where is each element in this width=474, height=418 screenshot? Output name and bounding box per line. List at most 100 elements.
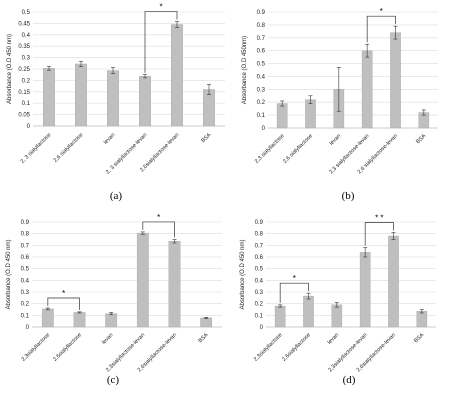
panel-label: (a) bbox=[110, 190, 123, 202]
y-tick-label: 0.35 bbox=[18, 44, 30, 50]
bar bbox=[274, 305, 286, 328]
significance-bracket bbox=[142, 221, 175, 238]
bar bbox=[203, 89, 215, 127]
y-tick-label: 0.2 bbox=[257, 100, 266, 106]
y-tick-label: 0.9 bbox=[257, 10, 266, 16]
category-label: levan bbox=[329, 133, 343, 147]
significance-mark: * bbox=[380, 7, 383, 16]
bar bbox=[75, 63, 87, 127]
y-tick-label: 0.45 bbox=[18, 21, 30, 27]
y-tick-label: 0.5 bbox=[21, 267, 30, 273]
significance-mark: * bbox=[159, 3, 162, 12]
y-tick-label: 0.6 bbox=[255, 255, 264, 261]
category-label: BSA bbox=[413, 332, 425, 344]
panel-label: (d) bbox=[343, 374, 356, 386]
bar bbox=[171, 24, 183, 127]
category-label: levan bbox=[101, 332, 115, 346]
bar bbox=[105, 313, 118, 328]
y-tick-label: 0 bbox=[262, 126, 266, 132]
bar bbox=[416, 311, 428, 328]
bar bbox=[331, 304, 343, 328]
y-tick-label: 0 bbox=[27, 124, 31, 130]
bar bbox=[390, 32, 401, 129]
bar bbox=[73, 312, 86, 328]
bar bbox=[139, 76, 151, 127]
significance-mark: * bbox=[293, 274, 296, 283]
category-label: 2, 3 sialyllactose bbox=[20, 132, 53, 165]
significance-mark: * bbox=[62, 289, 65, 298]
significance-mark: * * bbox=[375, 214, 383, 223]
y-tick-label: 0.9 bbox=[255, 220, 264, 226]
y-tick-label: 0.8 bbox=[255, 232, 264, 238]
y-axis-label: Absorbance (O.D 450 nm) bbox=[7, 34, 13, 104]
category-label: BSA bbox=[198, 332, 210, 344]
y-tick-label: 0.2 bbox=[255, 302, 264, 308]
chart-panel-b: 0 0.1 0.2 0.3 0.4 0.5 0.6 0.7 0.8 0.9 Absorbance (… bbox=[242, 7, 438, 202]
y-tick-label: 0.3 bbox=[257, 87, 266, 93]
significance-bracket bbox=[366, 15, 396, 43]
bar bbox=[43, 68, 55, 127]
category-label: 2,3sialyllactose bbox=[253, 332, 284, 363]
chart-panel-a: 0 0.05 0.1 0.15 0.2 0.25 0.3 0.35 0.4 0.45 0.5 Abso… bbox=[7, 3, 225, 202]
category-label: 2,6sialyllactose bbox=[52, 332, 83, 363]
category-label: levan bbox=[327, 332, 341, 346]
bar bbox=[107, 70, 119, 127]
category-label: BSA bbox=[200, 132, 212, 144]
category-label: 2,6 sialyllactose bbox=[282, 133, 314, 165]
y-tick-label: 0.2 bbox=[22, 78, 31, 84]
chart-panel-c: 0 0.1 0.2 0.3 0.4 0.5 0.6 0.7 0.8 0.9 Absorbance (… bbox=[6, 213, 222, 386]
bar bbox=[168, 241, 181, 328]
category-label: 2,3sialyllactose bbox=[21, 332, 52, 363]
chart-panel-d: 0 0.1 0.2 0.3 0.4 0.5 0.6 0.7 0.8 0.9 Absorbance (… bbox=[240, 214, 436, 386]
y-tick-label: 0.3 bbox=[21, 290, 30, 296]
y-tick-label: 0.5 bbox=[22, 10, 31, 16]
y-tick-label: 0.3 bbox=[255, 290, 264, 296]
significance-bracket bbox=[144, 11, 178, 73]
y-tick-label: 0.9 bbox=[21, 220, 30, 226]
category-label: BSA bbox=[415, 133, 427, 145]
y-tick-label: 0 bbox=[260, 325, 264, 331]
y-tick-label: 0.5 bbox=[257, 62, 266, 68]
y-tick-label: 0.15 bbox=[18, 90, 30, 96]
significance-mark: * bbox=[157, 213, 160, 222]
panel-label: (c) bbox=[107, 374, 120, 386]
y-tick-label: 0.5 bbox=[255, 267, 264, 273]
y-tick-label: 0.3 bbox=[22, 56, 31, 62]
y-tick-label: 0.4 bbox=[257, 74, 266, 80]
y-tick-label: 0.8 bbox=[257, 23, 266, 29]
y-tick-label: 0.4 bbox=[255, 278, 264, 284]
y-tick-label: 0.8 bbox=[21, 232, 30, 238]
y-tick-label: 0.1 bbox=[257, 113, 266, 119]
y-tick-label: 0.1 bbox=[21, 313, 30, 319]
y-tick-label: 0.2 bbox=[21, 302, 30, 308]
y-axis-label: Absorbance (O.D 450nm) bbox=[242, 36, 248, 104]
bar bbox=[388, 235, 399, 328]
bar bbox=[361, 50, 373, 129]
y-tick-label: 0 bbox=[26, 325, 30, 331]
significance-bracket bbox=[47, 297, 80, 310]
y-tick-label: 0.1 bbox=[255, 313, 264, 319]
category-label: 2,6sialyllactose bbox=[281, 332, 312, 363]
y-tick-label: 0.7 bbox=[257, 36, 266, 42]
bar bbox=[136, 232, 149, 328]
panel-label: (b) bbox=[342, 190, 355, 202]
bar bbox=[200, 317, 213, 328]
y-tick-label: 0.25 bbox=[18, 67, 30, 73]
y-tick-label: 0.7 bbox=[255, 243, 264, 249]
bar bbox=[359, 252, 371, 328]
category-label: 2,3 sialyllactose bbox=[254, 133, 286, 165]
y-tick-label: 0.6 bbox=[21, 255, 30, 261]
bar bbox=[303, 295, 314, 328]
bar bbox=[276, 103, 288, 129]
significance-bracket bbox=[279, 282, 309, 303]
y-tick-label: 0.7 bbox=[21, 243, 30, 249]
bar bbox=[41, 308, 54, 328]
y-axis-label: Absorbance (O.D 450 nm) bbox=[240, 239, 246, 309]
bar bbox=[305, 99, 316, 129]
y-axis-label: Absorbance (O.D 450 nm) bbox=[6, 239, 12, 309]
category-label: levan bbox=[103, 132, 117, 146]
significance-bracket bbox=[364, 222, 394, 246]
y-tick-label: 0.4 bbox=[22, 33, 31, 39]
category-label: 2,6 sialyllactose bbox=[53, 132, 85, 164]
